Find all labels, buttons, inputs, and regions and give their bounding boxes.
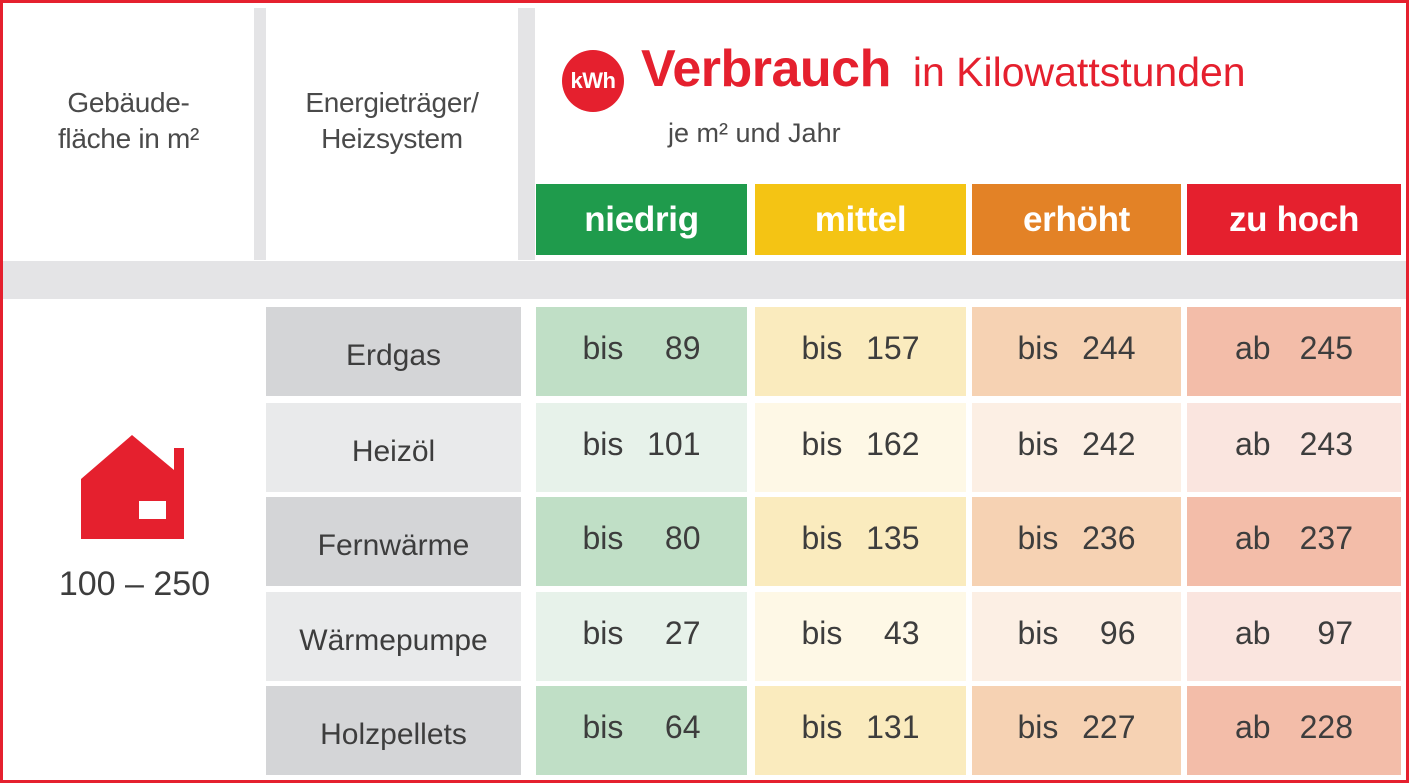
row-label: Fernwärme: [266, 497, 521, 586]
category-erhoeht: erhöht: [972, 184, 1181, 255]
cell-prefix: ab: [1235, 615, 1271, 651]
cell-value: 242: [1082, 426, 1136, 462]
row-label: Wärmepumpe: [266, 592, 521, 681]
cell-value: 101: [647, 426, 701, 462]
cell-value: 162: [866, 426, 920, 462]
cell-value: 245: [1299, 330, 1353, 366]
cell-value: 243: [1299, 426, 1353, 462]
cell-zu-hoch: ab 245: [1187, 307, 1401, 396]
cell-prefix: bis: [1017, 426, 1059, 462]
column-separator: [254, 8, 266, 260]
cell-value: 27: [664, 615, 701, 651]
house-icon: [81, 435, 184, 539]
cell-zu-hoch: ab 243: [1187, 403, 1401, 492]
cell-prefix: ab: [1235, 426, 1271, 462]
cell-erhoeht: bis 242: [972, 403, 1181, 492]
unit-label: je m² und Jahr: [668, 118, 841, 148]
cell-prefix: bis: [801, 520, 843, 556]
cell-prefix: bis: [801, 615, 843, 651]
category-niedrig: niedrig: [536, 184, 747, 255]
cell-value: 236: [1082, 520, 1136, 556]
cell-erhoeht: bis 96: [972, 592, 1181, 681]
row-label: Erdgas: [266, 307, 521, 396]
energy-header-line2: Heizsystem: [321, 123, 463, 154]
cell-value: 80: [664, 520, 701, 556]
cell-niedrig: bis 89: [536, 307, 747, 396]
cell-prefix: bis: [801, 709, 843, 745]
cell-mittel: bis 43: [755, 592, 966, 681]
cell-prefix: bis: [1017, 520, 1059, 556]
cell-value: 157: [866, 330, 920, 366]
cell-prefix: bis: [582, 615, 624, 651]
cell-value: 135: [866, 520, 920, 556]
category-mittel: mittel: [755, 184, 966, 255]
cell-niedrig: bis 27: [536, 592, 747, 681]
cell-mittel: bis 162: [755, 403, 966, 492]
cell-niedrig: bis 64: [536, 686, 747, 775]
cell-prefix: ab: [1235, 520, 1271, 556]
title-suffix: in Kilowattstunden: [912, 49, 1246, 95]
title-block: Verbrauch in Kilowattstunden: [641, 39, 1401, 105]
cell-mittel: bis 131: [755, 686, 966, 775]
cell-zu-hoch: ab 237: [1187, 497, 1401, 586]
cell-erhoeht: bis 236: [972, 497, 1181, 586]
cell-zu-hoch: ab 97: [1187, 592, 1401, 681]
cell-zu-hoch: ab 228: [1187, 686, 1401, 775]
area-header-line1: Gebäude-: [67, 87, 190, 118]
cell-erhoeht: bis 244: [972, 307, 1181, 396]
energy-column-header: Energieträger/ Heizsystem: [266, 85, 518, 157]
column-separator: [518, 8, 535, 260]
cell-value: 131: [866, 709, 920, 745]
cell-mittel: bis 157: [755, 307, 966, 396]
header-separator-band: [3, 261, 1406, 299]
cell-value: 97: [1317, 615, 1353, 651]
cell-niedrig: bis 101: [536, 403, 747, 492]
cell-prefix: bis: [582, 520, 624, 556]
area-header-line2: fläche in m²: [57, 123, 200, 154]
cell-prefix: ab: [1235, 709, 1271, 745]
row-label: Holzpellets: [266, 686, 521, 775]
cell-prefix: bis: [801, 330, 843, 366]
area-column-header: Gebäude- fläche in m²: [3, 85, 254, 157]
row-label: Heizöl: [266, 403, 521, 492]
category-zu-hoch: zu hoch: [1187, 184, 1401, 255]
title: Verbrauch: [641, 40, 891, 98]
kwh-badge-icon: kWh: [562, 50, 624, 112]
cell-prefix: bis: [801, 426, 843, 462]
cell-erhoeht: bis 227: [972, 686, 1181, 775]
area-range: 100 – 250: [58, 565, 211, 603]
cell-prefix: bis: [582, 426, 624, 462]
cell-value: 89: [664, 330, 701, 366]
energy-header-line1: Energieträger/: [305, 87, 479, 118]
cell-prefix: bis: [1017, 709, 1059, 745]
cell-prefix: bis: [1017, 615, 1059, 651]
cell-value: 43: [883, 615, 920, 651]
cell-prefix: bis: [1017, 330, 1059, 366]
cell-mittel: bis 135: [755, 497, 966, 586]
cell-value: 244: [1082, 330, 1136, 366]
cell-prefix: ab: [1235, 330, 1271, 366]
cell-value: 237: [1299, 520, 1353, 556]
cell-prefix: bis: [582, 330, 624, 366]
cell-value: 96: [1099, 615, 1136, 651]
cell-value: 64: [664, 709, 701, 745]
cell-value: 227: [1082, 709, 1136, 745]
cell-value: 228: [1299, 709, 1353, 745]
cell-niedrig: bis 80: [536, 497, 747, 586]
cell-prefix: bis: [582, 709, 624, 745]
